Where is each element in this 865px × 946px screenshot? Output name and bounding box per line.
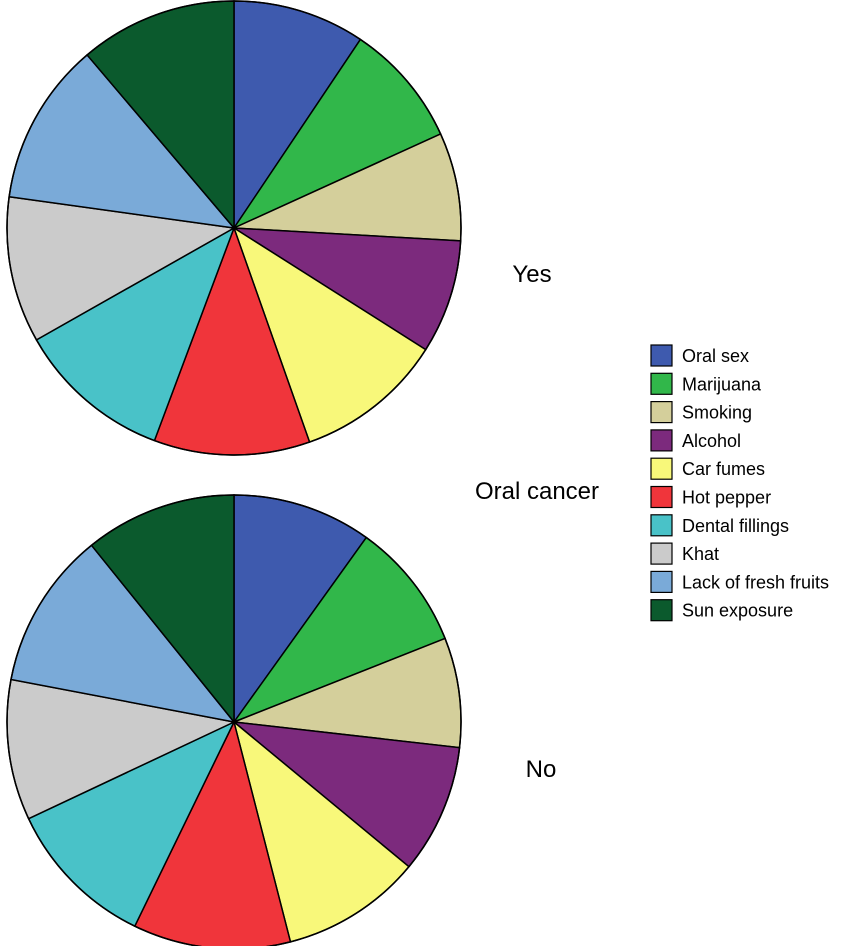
legend-item-lack-of-fresh-fruits: Lack of fresh fruits xyxy=(650,570,829,594)
legend: Oral sex Marijuana Smoking Alcohol Car fumes… xyxy=(650,344,829,622)
legend-swatch xyxy=(650,514,673,537)
pie-no-outline xyxy=(6,494,462,946)
legend-label: Sun exposure xyxy=(682,601,793,621)
legend-swatch xyxy=(650,570,673,594)
legend-swatch xyxy=(650,344,673,367)
legend-label: Hot pepper xyxy=(682,488,771,508)
legend-item-car-fumes: Car fumes xyxy=(650,457,765,480)
legend-item-khat: Khat xyxy=(650,542,719,565)
legend-swatch xyxy=(650,599,673,622)
legend-swatch xyxy=(650,372,673,395)
pie-label-yes: Yes xyxy=(512,261,551,288)
legend-label: Car fumes xyxy=(682,459,765,479)
group-title: Oral cancer xyxy=(475,478,599,505)
legend-label: Khat xyxy=(682,544,719,564)
legend-swatch xyxy=(650,429,673,452)
legend-item-oral-sex: Oral sex xyxy=(650,344,749,367)
legend-item-dental-fillings: Dental fillings xyxy=(650,514,789,537)
legend-item-smoking: Smoking xyxy=(650,401,752,424)
legend-swatch xyxy=(650,542,673,565)
legend-swatch xyxy=(650,401,673,424)
pie-chart-yes xyxy=(6,0,462,456)
legend-item-alcohol: Alcohol xyxy=(650,429,741,452)
legend-label: Smoking xyxy=(682,403,752,423)
legend-swatch xyxy=(650,457,673,480)
pie-yes-outline xyxy=(6,0,462,456)
legend-label: Dental fillings xyxy=(682,516,789,536)
legend-item-hot-pepper: Hot pepper xyxy=(650,485,771,509)
legend-item-marijuana: Marijuana xyxy=(650,372,762,395)
pie-label-no: No xyxy=(526,756,557,783)
legend-label: Oral sex xyxy=(682,346,749,366)
legend-label: Marijuana xyxy=(682,374,762,394)
legend-swatch xyxy=(650,485,673,509)
legend-item-sun-exposure: Sun exposure xyxy=(650,599,793,622)
pie-chart-no xyxy=(6,494,462,946)
legend-label: Lack of fresh fruits xyxy=(682,572,829,592)
legend-label: Alcohol xyxy=(682,431,741,451)
